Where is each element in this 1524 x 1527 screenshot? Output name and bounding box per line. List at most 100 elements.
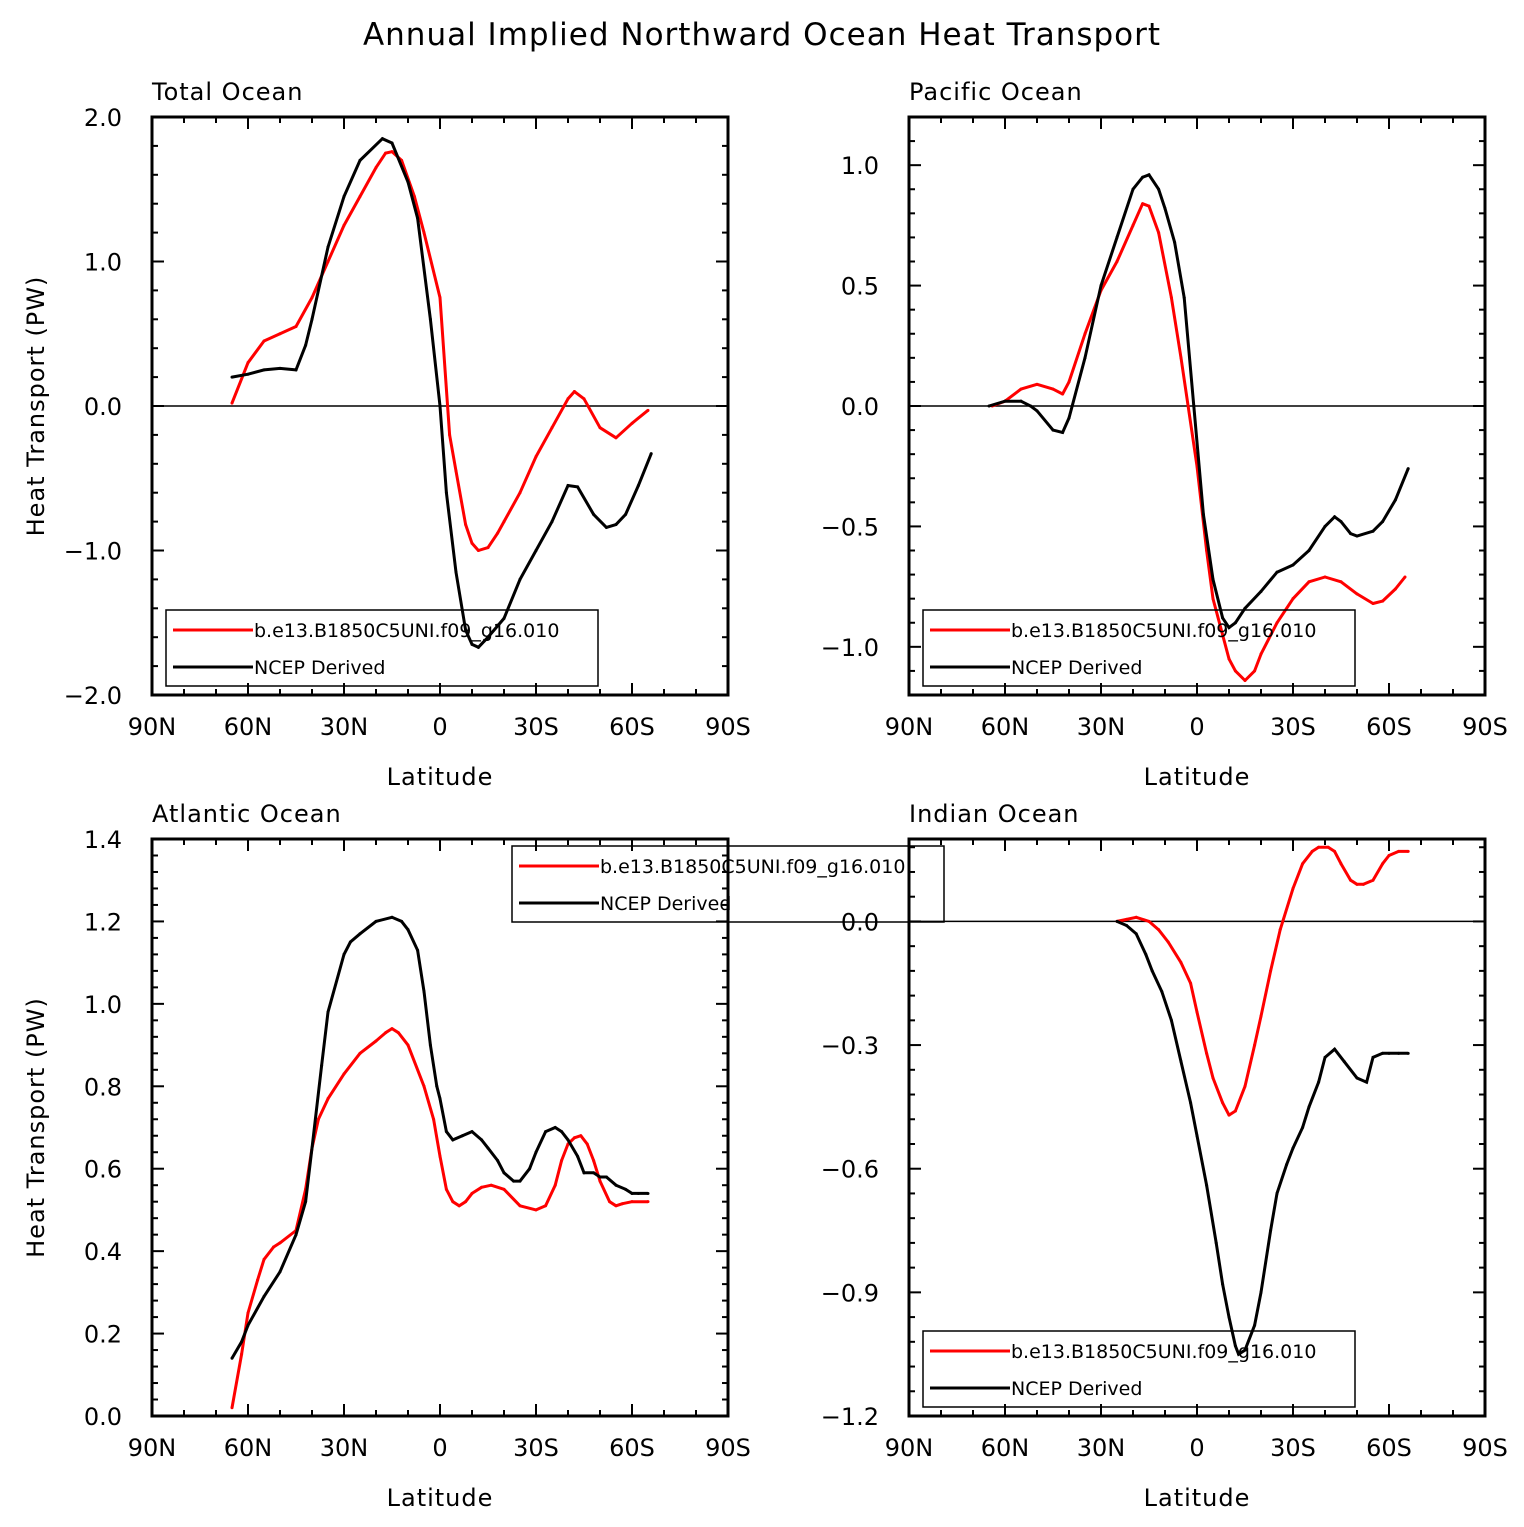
data-point-ncep [987, 404, 991, 408]
y-tick-label: 1.2 [84, 908, 122, 936]
data-point-model [1227, 1113, 1231, 1117]
data-point-ncep [1125, 924, 1129, 928]
data-point-ncep [486, 1146, 490, 1150]
y-axis-label: Heat Transport (PW) [22, 276, 50, 537]
y-tick-label: −1.0 [64, 538, 122, 566]
data-point-ncep [451, 1138, 455, 1142]
data-point-model [1141, 202, 1145, 206]
y-tick-label: 1.0 [841, 152, 879, 180]
data-point-model [374, 166, 378, 170]
data-point-model [550, 426, 554, 430]
data-point-model [326, 1097, 330, 1101]
data-point-ncep [518, 577, 522, 581]
data-point-model [432, 1117, 436, 1121]
data-point-model [1205, 1051, 1209, 1055]
data-point-ncep [1333, 1047, 1337, 1051]
x-tick-label: 90S [1462, 713, 1508, 741]
data-point-ncep [1067, 416, 1071, 420]
data-point-model [294, 325, 298, 329]
data-point-ncep [566, 1138, 570, 1142]
x-tick-label: 60S [609, 1434, 655, 1462]
data-point-model [646, 1200, 650, 1204]
data-point-ncep [358, 158, 362, 162]
data-point-model [457, 1204, 461, 1208]
data-point-ncep [502, 616, 506, 620]
data-point-ncep [278, 1270, 282, 1274]
data-point-ncep [1339, 520, 1343, 524]
data-point-ncep [1307, 549, 1311, 552]
x-tick-label: 30S [513, 713, 559, 741]
y-tick-label: 0.0 [841, 908, 879, 936]
data-point-ncep [496, 1158, 500, 1162]
data-point-ncep [310, 317, 314, 321]
data-point-ncep [1144, 952, 1148, 956]
data-point-model [1179, 356, 1183, 360]
data-point-ncep [416, 216, 420, 220]
data-point-model [1339, 862, 1343, 866]
data-point-ncep [1406, 1051, 1410, 1055]
data-point-model [272, 1245, 276, 1249]
series-line-model [230, 150, 649, 552]
x-tick-label: 30N [1077, 713, 1126, 741]
x-tick-label: 60N [224, 713, 273, 741]
data-point-ncep [518, 1179, 522, 1183]
data-point-model [1243, 1084, 1247, 1088]
series-line-model [1116, 845, 1409, 1117]
data-point-ncep [464, 628, 468, 632]
data-point-ncep [1061, 430, 1065, 434]
data-point-ncep [1115, 235, 1119, 239]
data-point-model [489, 1183, 493, 1187]
data-point-model [1147, 919, 1151, 923]
data-point-ncep [1029, 404, 1033, 408]
data-point-model [1035, 382, 1039, 386]
data-point-ncep [1317, 1080, 1321, 1084]
legend-label-model: b.e13.B1850C5UNI.f09_g16.010 [1011, 1341, 1316, 1363]
data-point-model [608, 1200, 612, 1204]
data-point-model [518, 1204, 522, 1208]
data-point-ncep [1381, 1051, 1385, 1055]
data-point-ncep [576, 485, 580, 489]
data-point-model [598, 426, 602, 430]
data-point-model [1361, 882, 1365, 886]
data-point-ncep [1227, 626, 1231, 630]
data-point-model [444, 1187, 448, 1191]
data-point-ncep [1233, 621, 1237, 625]
data-point-ncep [1163, 207, 1167, 211]
data-point-ncep [1221, 1282, 1225, 1286]
data-point-ncep [1189, 1101, 1193, 1105]
data-point-model [1291, 886, 1295, 890]
data-point-model [262, 1257, 266, 1261]
data-point-ncep [1333, 515, 1337, 519]
x-axis-label: Latitude [387, 1484, 494, 1512]
x-axis-label: Latitude [387, 763, 494, 791]
legend: b.e13.B1850C5UNI.f09_g16.010 NCEP Derived [165, 609, 599, 687]
data-point-model [1355, 882, 1359, 886]
data-point-model [240, 1352, 244, 1356]
data-point-ncep [1237, 1352, 1241, 1356]
data-point-ncep [1233, 1344, 1237, 1348]
series-line-model [230, 1027, 648, 1409]
data-point-ncep [1182, 296, 1186, 300]
data-point-ncep [528, 1167, 532, 1171]
data-point-model [553, 1183, 557, 1187]
data-point-ncep [1003, 399, 1007, 403]
data-point-model [256, 1278, 260, 1282]
data-point-model [598, 1179, 602, 1183]
data-point-ncep [614, 522, 618, 526]
data-point-ncep [310, 1146, 314, 1150]
data-point-model [1243, 679, 1247, 683]
data-point-ncep [1035, 409, 1039, 413]
data-point-model [1253, 1043, 1257, 1047]
data-point-model [464, 1200, 468, 1204]
series-points-ncep [1115, 919, 1410, 1356]
data-point-model [1179, 961, 1183, 965]
legend-box [922, 1330, 1356, 1408]
panel-title: Pacific Ocean [909, 78, 1083, 106]
x-tick-label: 60S [1366, 713, 1412, 741]
data-point-ncep [624, 1187, 628, 1191]
data-point-model [422, 1084, 426, 1088]
data-point-ncep [400, 919, 404, 923]
panel-title: Total Ocean [151, 78, 303, 106]
data-point-ncep [438, 1097, 442, 1101]
data-point-ncep [278, 366, 282, 370]
